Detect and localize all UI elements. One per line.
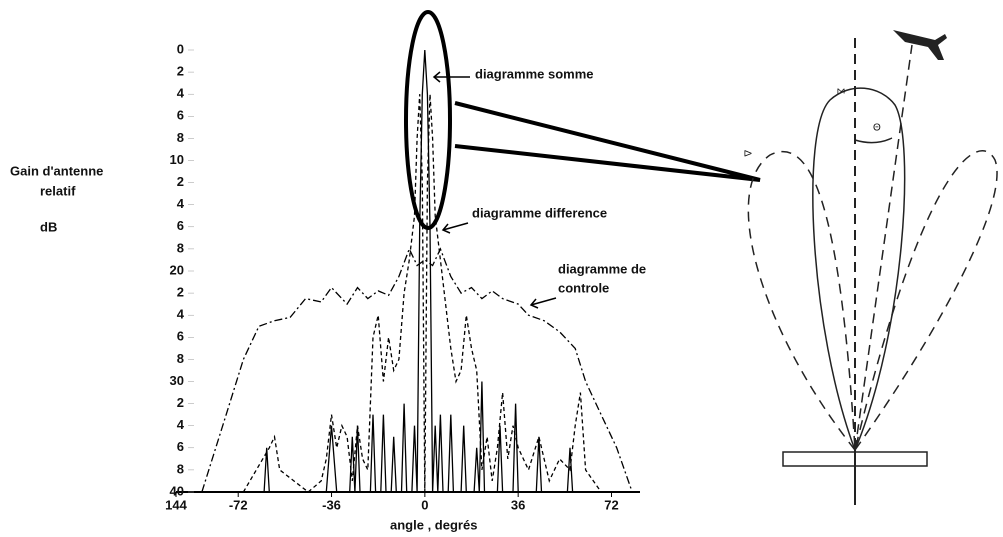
y-tick-label: 2 — [177, 174, 184, 189]
figure: Gain d'antenne relatif dB angle , degrés… — [0, 0, 1003, 537]
x-tick-label: 0 — [421, 497, 428, 512]
y-tick-label: 8 — [177, 351, 184, 366]
y-tick-label: 20 — [170, 262, 184, 277]
y-tick-label: 8 — [177, 240, 184, 255]
y-tick-label: 6 — [177, 329, 184, 344]
y-tick-label: 0 — [177, 41, 184, 56]
x-tick-label: -72 — [229, 497, 248, 512]
annotation: diagramme de — [558, 261, 646, 276]
y-tick-label: 2 — [177, 64, 184, 79]
annotation: diagramme difference — [472, 205, 607, 220]
y-tick-label: 10 — [170, 152, 184, 167]
x-tick-label: 36 — [511, 497, 525, 512]
y-tick-label: 8 — [177, 130, 184, 145]
y-tick-label: 2 — [177, 395, 184, 410]
y-tick-label: 4 — [177, 417, 185, 432]
x-axis-label: angle , degrés — [390, 517, 477, 532]
y-tick-label: 6 — [177, 218, 184, 233]
annotation: diagramme somme — [475, 66, 594, 81]
x-tick-label: -36 — [322, 497, 341, 512]
sum-label: Σ — [834, 88, 845, 94]
y-tick-label: 4 — [177, 196, 185, 211]
y-axis-label: relatif — [40, 183, 76, 198]
y-tick-label: 4 — [177, 307, 185, 322]
y-tick-label: 4 — [177, 86, 185, 101]
angle-label: Θ — [873, 123, 881, 134]
y-tick-label: 6 — [177, 439, 184, 454]
y-tick-label: 8 — [177, 461, 184, 476]
difference-label: Δ — [741, 150, 752, 157]
x-tick-label: 144 — [165, 497, 187, 512]
annotation: controle — [558, 280, 609, 295]
x-tick-label: 72 — [604, 497, 618, 512]
y-axis-label: Gain d'antenne — [10, 163, 103, 178]
y-axis-unit: dB — [40, 219, 57, 234]
y-tick-label: 6 — [177, 108, 184, 123]
y-tick-label: 30 — [170, 373, 184, 388]
y-tick-label: 2 — [177, 285, 184, 300]
y-tick-label: 40 — [170, 483, 184, 498]
